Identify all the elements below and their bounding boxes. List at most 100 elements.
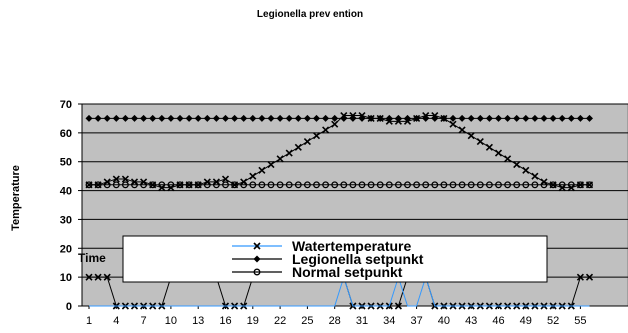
point-stroke: [485, 143, 493, 151]
point-marker: [531, 172, 539, 180]
point-marker: [340, 181, 348, 189]
point-marker: [467, 181, 475, 189]
x-tick-label: 28: [329, 315, 341, 327]
point-marker: [231, 114, 239, 122]
series-1: [85, 114, 593, 122]
point-marker: [158, 181, 166, 189]
x-tick-label: 52: [547, 315, 559, 327]
point-marker: [253, 255, 261, 263]
point-stroke: [531, 172, 539, 180]
point-marker: [576, 181, 584, 189]
point-marker: [212, 181, 220, 189]
point-marker: [567, 181, 575, 189]
point-marker: [249, 181, 257, 189]
point-marker: [222, 114, 229, 122]
point-marker: [540, 114, 548, 122]
point-marker: [222, 181, 229, 189]
point-marker: [476, 181, 484, 189]
point-marker: [576, 273, 584, 281]
point-marker: [504, 155, 512, 163]
point-marker: [294, 114, 302, 122]
point-marker: [467, 132, 475, 140]
x-tick-label: 46: [492, 315, 504, 327]
point-marker: [476, 137, 484, 146]
point-marker: [440, 114, 448, 122]
point-marker: [322, 181, 330, 189]
time-label: Time: [78, 251, 106, 265]
point-marker: [294, 181, 302, 189]
point-marker: [176, 114, 184, 122]
point-marker: [485, 114, 493, 122]
legend-entry: Legionella setpunkt: [232, 251, 424, 267]
point-marker: [313, 114, 320, 122]
legend-entry: Watertemperature: [232, 238, 412, 254]
point-marker: [221, 175, 230, 183]
point-stroke: [121, 175, 129, 183]
point-marker: [249, 114, 257, 122]
point-marker: [449, 120, 457, 128]
point-marker: [495, 181, 502, 189]
point-marker: [85, 273, 93, 281]
point-stroke: [285, 149, 293, 157]
point-stroke: [585, 273, 594, 281]
y-tick-label: 30: [60, 214, 72, 226]
point-marker: [485, 143, 493, 151]
x-tick-label: 55: [574, 315, 586, 327]
point-marker: [485, 181, 493, 189]
legend-entry: Normal setpunkt: [232, 264, 403, 280]
point-stroke: [449, 120, 457, 128]
point-marker: [249, 172, 257, 180]
point-marker: [112, 181, 120, 189]
point-marker: [404, 181, 411, 189]
point-marker: [340, 114, 348, 122]
y-tick-label: 50: [60, 157, 72, 169]
point-marker: [267, 161, 275, 169]
point-stroke: [112, 175, 120, 183]
point-marker: [367, 181, 375, 189]
point-marker: [331, 114, 339, 122]
point-marker: [240, 114, 248, 122]
point-marker: [394, 302, 402, 310]
point-marker: [194, 114, 202, 122]
point-marker: [194, 181, 202, 189]
x-tick-label: 49: [520, 315, 532, 327]
x-tick-label: 16: [219, 315, 231, 327]
point-marker: [413, 181, 421, 189]
point-marker: [267, 114, 275, 122]
point-marker: [149, 181, 157, 189]
point-marker: [567, 114, 575, 122]
point-stroke: [253, 242, 261, 250]
point-marker: [158, 114, 166, 122]
x-tick-label: 34: [383, 315, 395, 327]
x-tick-label: 4: [113, 315, 119, 327]
point-marker: [167, 181, 175, 189]
point-marker: [467, 114, 475, 122]
point-marker: [549, 114, 557, 122]
point-stroke: [103, 273, 111, 281]
point-stroke: [258, 166, 266, 174]
point-stroke: [513, 161, 521, 169]
point-marker: [494, 149, 503, 157]
point-marker: [85, 181, 93, 189]
point-stroke: [249, 172, 257, 180]
x-tick-label: 43: [465, 315, 477, 327]
point-marker: [185, 181, 193, 189]
x-tick-label: 25: [301, 315, 313, 327]
point-stroke: [221, 175, 230, 183]
point-marker: [586, 181, 593, 189]
series-2: [85, 181, 593, 189]
point-marker: [449, 114, 457, 122]
point-stroke: [303, 137, 311, 146]
point-marker: [103, 273, 111, 281]
point-marker: [203, 181, 211, 189]
point-stroke: [476, 137, 484, 146]
point-marker: [131, 181, 138, 189]
point-marker: [131, 114, 138, 122]
point-marker: [231, 181, 239, 189]
point-stroke: [331, 120, 339, 128]
x-tick-label: 31: [356, 315, 368, 327]
point-marker: [176, 181, 184, 189]
point-marker: [458, 126, 466, 134]
point-marker: [404, 114, 411, 122]
